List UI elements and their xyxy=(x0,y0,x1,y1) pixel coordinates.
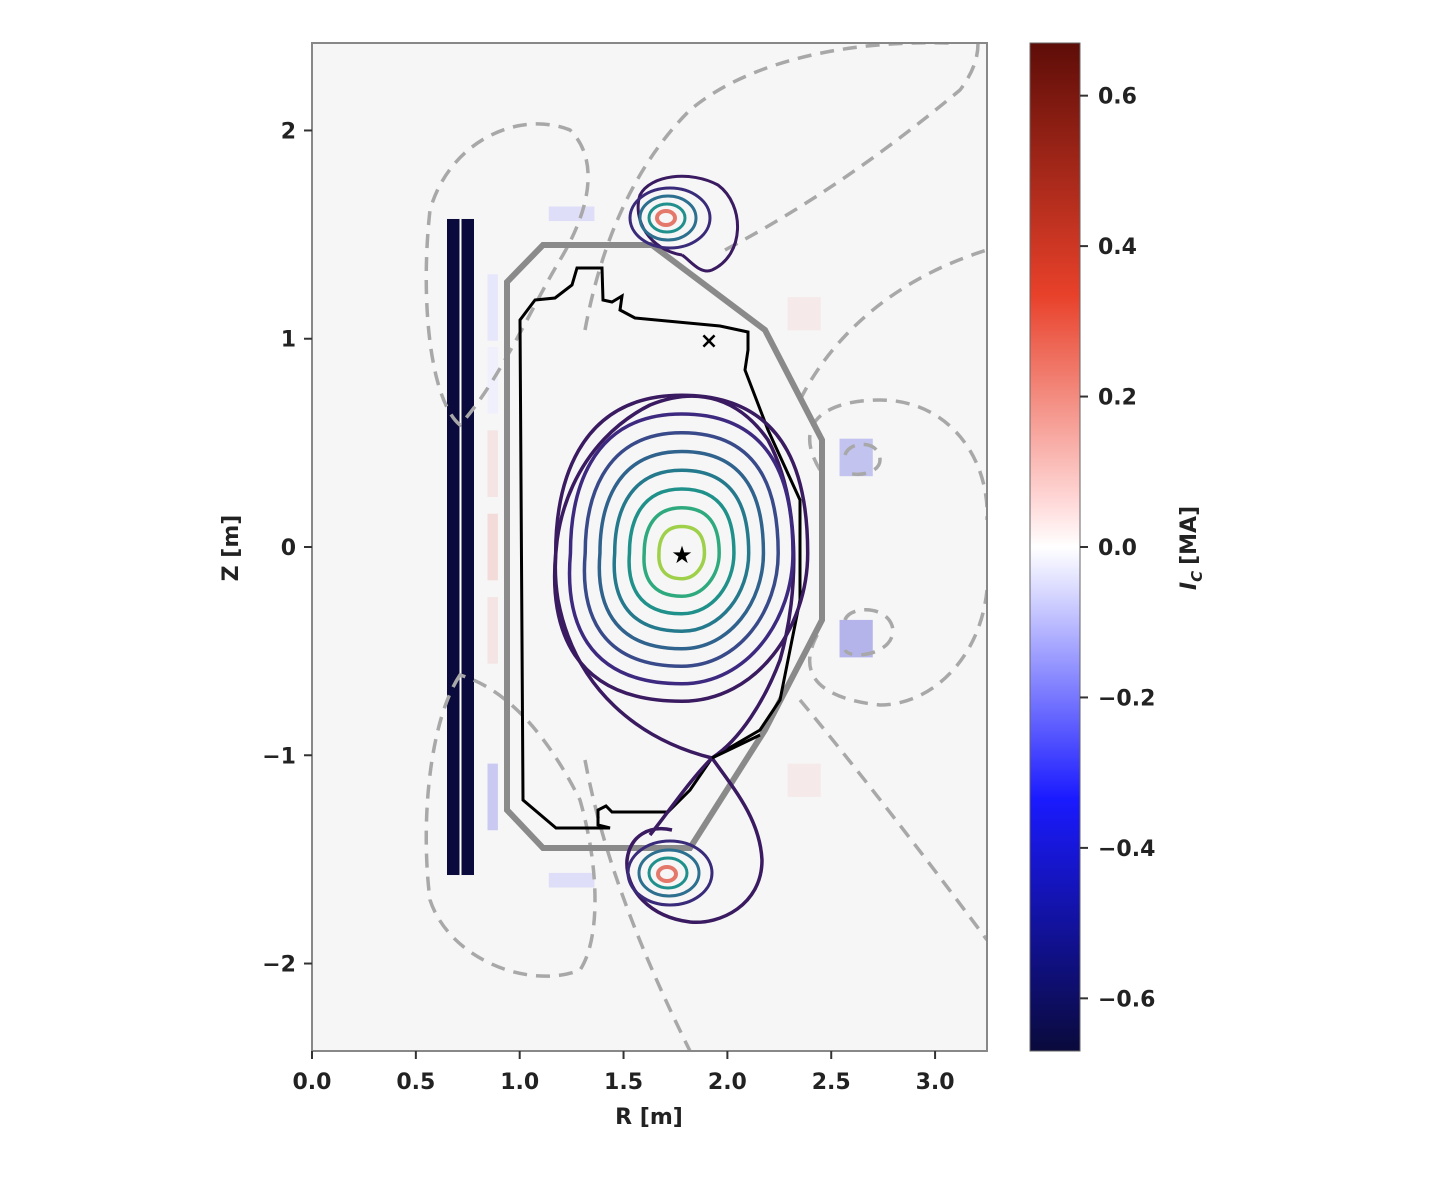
lower-coil-ring-4 xyxy=(626,839,714,907)
lower-coil-ring-2 xyxy=(647,856,689,890)
x-axis-ticks: 0.0 0.5 1.0 1.5 2.0 2.5 3.0 xyxy=(293,1051,955,1095)
flux-contour-left-lower xyxy=(424,672,597,978)
lower-coil-rings xyxy=(626,839,714,907)
colorbar-tick-label: 0.6 xyxy=(1098,85,1137,110)
y-tick-label: −2 xyxy=(262,953,296,978)
colorbar-label-units: [MA] xyxy=(1177,506,1202,565)
separatrix-leg xyxy=(625,756,764,925)
flux-contour-upper-right xyxy=(724,43,980,252)
y-axis-label: Z [m] xyxy=(219,515,244,582)
outer-flux-contours xyxy=(424,43,987,1051)
colorbar-label-main: I xyxy=(1177,582,1202,590)
colorbar-tick-label: 0.4 xyxy=(1098,235,1137,260)
upper-coil-ring-2 xyxy=(647,202,687,234)
colorbar xyxy=(1029,42,1081,1052)
core-contour-1 xyxy=(567,412,795,686)
coil-1 xyxy=(487,274,498,341)
flux-contour-left-upper xyxy=(424,122,590,428)
upper-coil-ring-4 xyxy=(628,186,712,250)
x-tick-label: 3.0 xyxy=(916,1070,955,1095)
flux-contour-right-ring xyxy=(807,398,987,707)
core-contour-0 xyxy=(552,393,810,703)
coil-9 xyxy=(548,206,595,222)
colorbar-tick-label: −0.6 xyxy=(1098,987,1155,1012)
colorbar-tick-label: −0.2 xyxy=(1098,686,1155,711)
upper-coil-ring-3 xyxy=(638,194,698,242)
separatrix xyxy=(553,394,796,837)
y-tick-label: −1 xyxy=(262,744,296,769)
lower-coil-ring-1 xyxy=(656,865,678,883)
flux-contour-coil-ring-top xyxy=(843,442,882,477)
upper-coil-rings xyxy=(628,174,740,273)
core-contour-6 xyxy=(642,505,721,598)
magnetic-axis-marker: ★ xyxy=(671,541,693,569)
coil-11 xyxy=(787,297,821,331)
x-axis-label: R [m] xyxy=(615,1105,683,1130)
coil-2 xyxy=(487,347,498,414)
colorbar-label-sub: C xyxy=(1188,571,1206,582)
coil-10 xyxy=(548,872,595,888)
core-contour-2 xyxy=(582,430,780,668)
x-tick-label: 0.5 xyxy=(396,1070,435,1095)
x-tick-label: 2.0 xyxy=(708,1070,747,1095)
x-point-marker: × xyxy=(700,329,718,354)
lower-coil-ring-3 xyxy=(637,848,701,898)
core-contour-5 xyxy=(627,487,736,616)
x-tick-label: 1.5 xyxy=(604,1070,643,1095)
y-tick-label: 2 xyxy=(281,119,296,144)
limiter-boundary xyxy=(518,266,802,830)
colorbar-label: IC [MA] xyxy=(1177,506,1206,590)
coil-4 xyxy=(487,513,498,581)
colorbar-tick-label: 0.2 xyxy=(1098,386,1137,411)
flux-contour-lower-sweep xyxy=(583,759,692,1051)
core-contour-7 xyxy=(657,524,707,581)
coil-3 xyxy=(487,430,498,498)
flux-contour-lower-right xyxy=(798,698,987,942)
coil-5 xyxy=(487,596,498,664)
x-tick-label: 2.5 xyxy=(812,1070,851,1095)
x-tick-label: 1.0 xyxy=(500,1070,539,1095)
core-flux-contours xyxy=(552,393,810,703)
colorbar-tick-label: 0.0 xyxy=(1098,536,1137,561)
separatrix-leg-2 xyxy=(711,733,761,760)
plot-area xyxy=(312,43,987,1051)
core-contour-3 xyxy=(597,449,766,651)
y-tick-label: 0 xyxy=(281,536,296,561)
upper-coil-ring-1 xyxy=(655,209,677,227)
x-tick-label: 0.0 xyxy=(293,1070,332,1095)
flux-contour-upper-sweep xyxy=(583,43,950,331)
y-axis-ticks: 2 1 0 −1 −2 xyxy=(262,119,312,978)
colorbar-tick-label: −0.4 xyxy=(1098,837,1155,862)
colorbar-ticks: 0.6 0.4 0.2 0.0 −0.2 −0.4 −0.6 xyxy=(1080,85,1155,1012)
y-tick-label: 1 xyxy=(281,328,296,353)
vessel-wall xyxy=(504,242,825,851)
core-contour-4 xyxy=(612,468,751,633)
flux-contour-mid-right xyxy=(798,248,987,401)
coil-12 xyxy=(787,763,821,797)
coil-6 xyxy=(487,763,498,831)
